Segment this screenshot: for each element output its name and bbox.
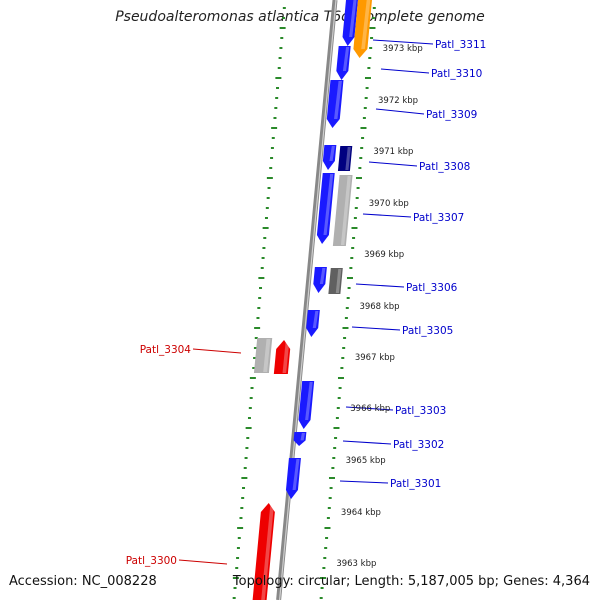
gene-patl-3308-shine [329, 146, 335, 161]
gene-patl-3305-shine [312, 311, 319, 328]
gene-patl-3309-body [326, 80, 344, 128]
leader-line [375, 108, 425, 115]
gene-patl-3308-body [322, 145, 337, 170]
gene-patl-3302 [293, 432, 307, 446]
gene-label-patl_3309: Patl_3309 [426, 109, 477, 121]
gene-patl-3307-gray-body [332, 175, 353, 246]
gene-patl-3309-shine [334, 81, 342, 119]
gene-patl-3306 [313, 267, 327, 293]
gene-patl-3306-gray-body [328, 268, 343, 294]
scale-label: 3973 kbp [383, 44, 423, 54]
leader-line [178, 559, 228, 565]
scale-label: 3969 kbp [364, 250, 404, 260]
leader-line [339, 480, 389, 484]
leader-line [351, 326, 401, 331]
scale-label: 3968 kbp [359, 302, 399, 312]
gene-label-patl_3307: Patl_3307 [413, 212, 464, 224]
gene-label-patl_3306: Patl_3306 [406, 282, 458, 294]
gene-label-patl_3304: Patl_3304 [140, 344, 192, 356]
gene-label-patl_3310: Patl_3310 [431, 68, 482, 80]
gene-patl-3307-gray-shine [340, 176, 351, 245]
gene-patl-3308-navy [337, 146, 353, 171]
gene-patl-3306-body [313, 267, 327, 293]
gene-patl-3306-gray-shine [335, 269, 342, 293]
gene-patl-3305 [306, 310, 320, 337]
gene-patl-3309 [326, 80, 344, 128]
gene-label-patl_3300: Patl_3300 [126, 555, 177, 567]
leader-line [380, 68, 430, 74]
gene-patl-3304-gray-body [253, 338, 273, 373]
map-title: Pseudoalteromonas atlantica T6c, complet… [115, 9, 485, 25]
gene-patl-3303 [298, 381, 315, 429]
gene-patl-3300-body [252, 503, 275, 600]
gene-orange-partial-shine [361, 0, 371, 49]
accession-text: Accession: NC_008228 [9, 574, 157, 589]
scale-label: 3964 kbp [341, 508, 381, 518]
gene-patl-3301-shine [292, 459, 300, 490]
leader-line [372, 39, 434, 45]
gene-patl-3304-gray-shine [263, 339, 271, 372]
gene-patl-3307-body [316, 173, 335, 244]
gene-orange-partial [353, 0, 372, 58]
scale-label: 3970 kbp [369, 199, 409, 209]
leader-line [345, 406, 394, 411]
gene-patl-3302-shine [300, 433, 305, 441]
gene-patl-3311-shine [349, 0, 357, 37]
scale-label: 3963 kbp [336, 559, 376, 569]
gene-patl-3307 [316, 173, 335, 244]
gene-label-patl_3311: Patl_3311 [435, 39, 486, 51]
gene-patl-3306-shine [319, 268, 326, 284]
gene-patl-3304 [273, 340, 291, 374]
gene-patl-3307-shine [323, 174, 334, 235]
gene-label-patl_3308: Patl_3308 [419, 161, 470, 173]
scale-label: 3965 kbp [346, 456, 386, 466]
gene-patl-3310 [336, 46, 351, 80]
gene-patl-3310-body [336, 46, 351, 80]
genome-summary-text: Topology: circular; Length: 5,187,005 bp… [232, 574, 590, 589]
leader-line [368, 161, 418, 167]
leader-line [192, 348, 242, 354]
gene-patl-3300-shine [261, 504, 275, 600]
scale-label: 3967 kbp [355, 353, 395, 363]
scale-label: 3972 kbp [378, 96, 418, 106]
gene-patl-3304-shine [282, 341, 290, 373]
gene-patl-3308-navy-body [337, 146, 353, 171]
gene-patl-3306-gray [328, 268, 343, 294]
gene-patl-3300 [252, 503, 275, 600]
gene-patl-3304-gray [253, 338, 273, 373]
gene-patl-3308-navy-shine [345, 147, 351, 170]
gene-label-patl_3303: Patl_3303 [395, 405, 446, 417]
gene-patl-3302-body [293, 432, 307, 446]
genome-backbone [276, 0, 338, 600]
gene-label-patl_3302: Patl_3302 [393, 439, 444, 451]
leader-line [342, 440, 392, 445]
gene-patl-3310-shine [342, 47, 350, 71]
gene-orange-partial-body [353, 0, 372, 58]
gene-patl-3311-body [342, 0, 358, 46]
gene-patl-3301-body [285, 458, 301, 499]
gene-patl-3311 [342, 0, 358, 46]
gene-patl-3305-body [306, 310, 320, 337]
gene-patl-3304-body [273, 340, 291, 374]
gene-patl-3301 [285, 458, 301, 499]
leader-line [362, 213, 412, 218]
scale-label: 3971 kbp [373, 147, 413, 157]
leader-line [355, 283, 405, 288]
gene-patl-3307-gray [332, 175, 353, 246]
gene-patl-3303-shine [305, 382, 313, 420]
gene-label-patl_3301: Patl_3301 [390, 478, 441, 490]
gene-patl-3308 [322, 145, 337, 170]
genome-backbone-highlight [279, 0, 337, 600]
gene-label-patl_3305: Patl_3305 [402, 325, 453, 337]
scale-label: 3966 kbp [350, 404, 390, 414]
gene-patl-3303-body [298, 381, 315, 429]
